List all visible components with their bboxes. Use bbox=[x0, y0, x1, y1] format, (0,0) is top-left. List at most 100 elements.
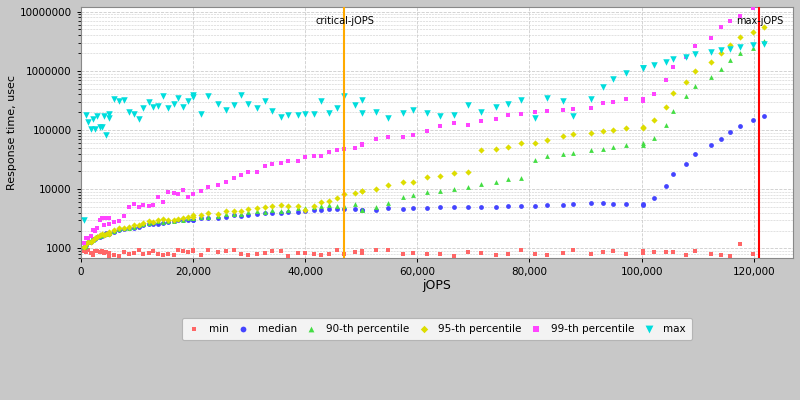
99-th percentile bbox=[89, 228, 102, 234]
95-th percentile bbox=[86, 236, 99, 243]
Text: critical-jOPS: critical-jOPS bbox=[315, 16, 374, 26]
90-th percentile bbox=[227, 211, 240, 217]
95-th percentile bbox=[462, 169, 474, 176]
max bbox=[348, 102, 361, 108]
99-th percentile bbox=[724, 18, 737, 24]
95-th percentile bbox=[607, 126, 620, 133]
median bbox=[202, 214, 215, 221]
90-th percentile bbox=[637, 142, 650, 148]
min bbox=[619, 251, 632, 258]
95-th percentile bbox=[118, 224, 130, 231]
median bbox=[659, 183, 672, 189]
95-th percentile bbox=[307, 203, 320, 210]
max bbox=[234, 92, 247, 98]
max bbox=[724, 45, 737, 52]
95-th percentile bbox=[331, 195, 344, 201]
max bbox=[132, 116, 145, 122]
95-th percentile bbox=[637, 125, 650, 131]
99-th percentile bbox=[84, 232, 97, 239]
95-th percentile bbox=[338, 191, 351, 198]
max bbox=[421, 110, 434, 116]
99-th percentile bbox=[490, 116, 502, 123]
min bbox=[648, 249, 661, 255]
99-th percentile bbox=[323, 148, 336, 155]
95-th percentile bbox=[258, 204, 271, 210]
min bbox=[251, 251, 264, 258]
95-th percentile bbox=[666, 90, 679, 96]
median bbox=[758, 113, 770, 119]
95-th percentile bbox=[82, 239, 94, 245]
90-th percentile bbox=[338, 203, 351, 209]
max bbox=[194, 111, 207, 117]
min bbox=[666, 249, 679, 256]
min bbox=[167, 252, 180, 258]
min bbox=[91, 248, 104, 254]
min bbox=[282, 252, 294, 259]
max bbox=[162, 105, 174, 111]
median bbox=[514, 203, 527, 209]
95-th percentile bbox=[132, 222, 145, 228]
min bbox=[292, 249, 305, 256]
min bbox=[705, 250, 718, 257]
min bbox=[89, 248, 102, 254]
90-th percentile bbox=[157, 219, 170, 225]
90-th percentile bbox=[529, 157, 542, 163]
90-th percentile bbox=[242, 209, 255, 216]
max bbox=[186, 92, 199, 98]
median bbox=[177, 217, 190, 223]
min bbox=[501, 251, 514, 257]
median bbox=[186, 217, 199, 223]
median bbox=[421, 204, 434, 211]
max bbox=[94, 124, 106, 130]
median bbox=[307, 207, 320, 213]
99-th percentile bbox=[514, 110, 527, 117]
max bbox=[82, 119, 94, 126]
median bbox=[127, 224, 140, 231]
90-th percentile bbox=[132, 222, 145, 228]
99-th percentile bbox=[557, 107, 570, 113]
max bbox=[356, 110, 369, 116]
max bbox=[298, 110, 311, 117]
max bbox=[107, 96, 120, 102]
90-th percentile bbox=[234, 211, 247, 217]
max bbox=[167, 100, 180, 107]
median bbox=[98, 232, 110, 238]
min bbox=[714, 251, 727, 258]
Text: max-jOPS: max-jOPS bbox=[736, 16, 783, 26]
min bbox=[529, 251, 542, 258]
max bbox=[157, 93, 170, 99]
median bbox=[102, 230, 115, 237]
median bbox=[348, 206, 361, 212]
90-th percentile bbox=[146, 219, 159, 226]
99-th percentile bbox=[758, 0, 770, 6]
99-th percentile bbox=[86, 227, 99, 233]
90-th percentile bbox=[112, 226, 125, 232]
max bbox=[648, 62, 661, 68]
max bbox=[734, 44, 746, 50]
99-th percentile bbox=[82, 235, 94, 242]
median bbox=[679, 160, 692, 167]
median bbox=[86, 236, 99, 243]
max bbox=[314, 98, 327, 104]
95-th percentile bbox=[474, 147, 487, 153]
median bbox=[274, 210, 287, 216]
min bbox=[724, 252, 737, 259]
median bbox=[219, 214, 232, 220]
max bbox=[186, 94, 199, 100]
99-th percentile bbox=[78, 240, 90, 246]
min bbox=[132, 247, 145, 254]
90-th percentile bbox=[298, 205, 311, 211]
max bbox=[177, 103, 190, 110]
90-th percentile bbox=[162, 218, 174, 224]
99-th percentile bbox=[566, 106, 579, 112]
median bbox=[94, 234, 106, 240]
median bbox=[323, 206, 336, 212]
max bbox=[407, 106, 420, 113]
Y-axis label: Response time, usec: Response time, usec bbox=[7, 75, 17, 190]
95-th percentile bbox=[162, 217, 174, 223]
95-th percentile bbox=[514, 140, 527, 146]
max bbox=[637, 65, 650, 72]
max bbox=[529, 115, 542, 121]
median bbox=[234, 213, 247, 219]
median bbox=[118, 226, 130, 232]
